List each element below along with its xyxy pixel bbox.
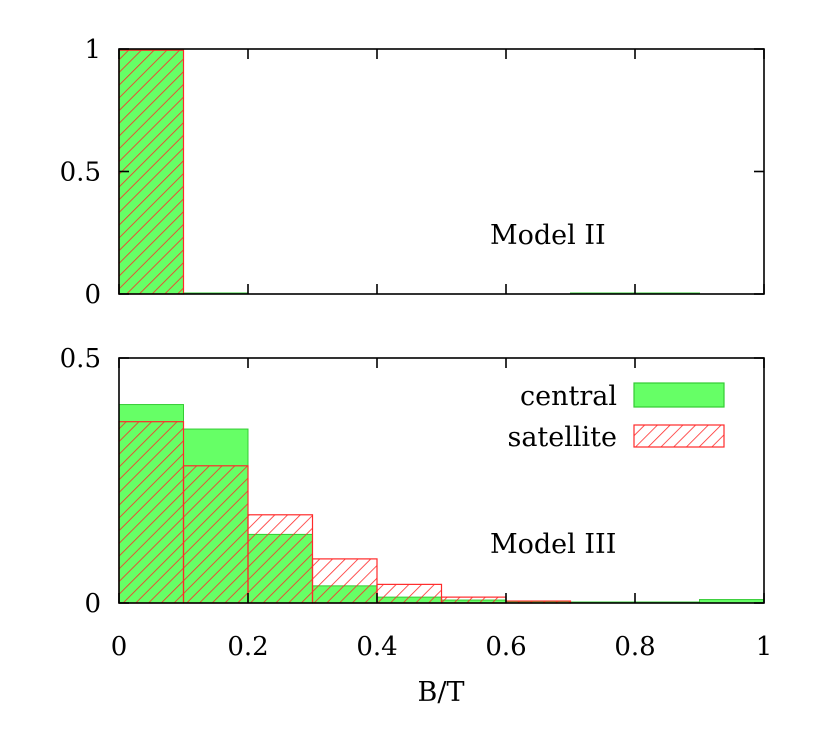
central-bars-model-ii <box>118 48 700 295</box>
y-tick-label-model-ii-1: 0.5 <box>60 158 101 188</box>
model-iii-label: Model III <box>490 529 616 560</box>
x-axis-label: B/T <box>418 677 465 708</box>
legend-swatch-central <box>633 382 725 408</box>
model-ii-label: Model II <box>490 220 606 251</box>
x-tick-label-5: 1 <box>756 632 773 662</box>
ticks-model-iii <box>118 357 765 604</box>
y-tick-label-model-iii-1: 0.5 <box>60 344 101 374</box>
satellite-bar-model-iii-bin-3 <box>311 558 378 604</box>
y-tick-label-model-iii-0: 0 <box>84 589 101 619</box>
legend-label-satellite: satellite <box>507 422 617 453</box>
panel-model-ii: 00.51 Model II <box>60 35 765 310</box>
plot-frame-model-iii <box>118 357 765 604</box>
x-tick-label-0: 0 <box>111 632 128 662</box>
legend-label-central: central <box>520 381 617 412</box>
x-tick-labels: 0 0.2 0.4 0.6 0.8 1 <box>111 632 773 662</box>
y-tick-label-model-ii-0: 0 <box>84 280 101 310</box>
satellite-bar-model-iii-bin-1 <box>182 465 249 604</box>
x-tick-label-1: 0.2 <box>227 632 268 662</box>
y-tick-labels-model-iii: 00.5 <box>60 344 101 619</box>
plot-frame-model-ii <box>118 48 765 295</box>
y-tick-labels-model-ii: 00.51 <box>60 35 101 310</box>
ticks-model-ii <box>118 48 765 295</box>
legend-swatch-satellite <box>633 424 725 448</box>
satellite-bar-model-iii-bin-5 <box>440 596 507 604</box>
panel-model-iii: 00.5 0 0.2 0.4 0.6 0.8 1 Model III central sa… <box>60 344 773 662</box>
x-tick-label-2: 0.4 <box>356 632 397 662</box>
satellite-bar-model-iii-bin-0 <box>118 421 185 604</box>
satellite-bar-model-iii-bin-4 <box>376 583 443 604</box>
x-tick-label-4: 0.8 <box>614 632 655 662</box>
x-tick-label-3: 0.6 <box>485 632 526 662</box>
satellite-bars-model-iii <box>118 421 572 604</box>
legend: central satellite <box>507 381 725 453</box>
y-tick-label-model-ii-2: 1 <box>84 35 101 65</box>
satellite-bar-model-iii-bin-2 <box>247 514 314 604</box>
